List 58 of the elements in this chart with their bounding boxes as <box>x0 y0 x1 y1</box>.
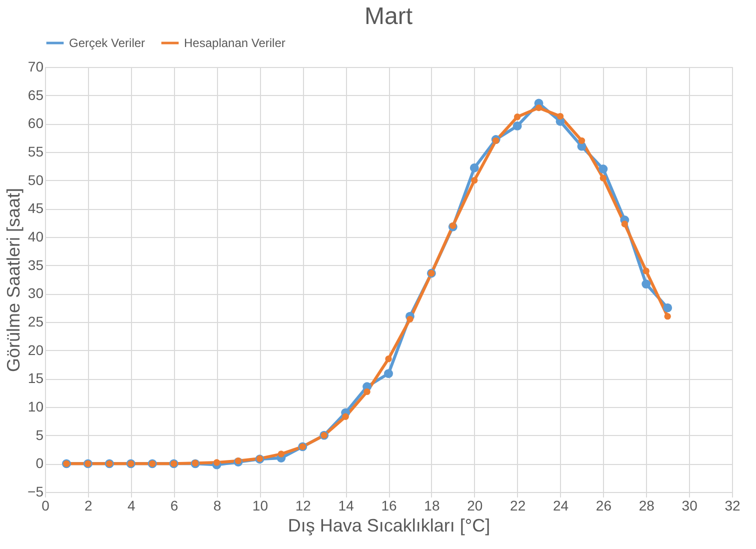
x-tick-label: 28 <box>638 498 655 514</box>
y-tick-label: 5 <box>36 426 44 443</box>
y-tick-label: 70 <box>28 58 44 74</box>
point <box>385 355 392 362</box>
y-axis-title: Görülme Saatleri [saat] <box>4 188 24 372</box>
point <box>514 114 521 120</box>
point <box>578 137 586 144</box>
y-tick-label: 40 <box>28 228 44 244</box>
point <box>406 316 414 323</box>
y-tick-label: 20 <box>28 342 44 358</box>
x-tick-label: 20 <box>467 498 483 514</box>
x-tick-label: 14 <box>338 498 354 514</box>
point <box>621 220 628 228</box>
x-tick-label: 4 <box>127 498 136 514</box>
x-tick-label: 8 <box>213 498 222 514</box>
x-tick-label: 32 <box>724 498 740 514</box>
point <box>213 459 220 466</box>
point <box>664 312 671 320</box>
y-tick-label: −5 <box>28 484 44 500</box>
x-tick-label: 10 <box>252 498 268 514</box>
x-tick-label: 22 <box>510 498 526 514</box>
y-tick-label: 50 <box>28 172 44 188</box>
x-tick-label: 6 <box>170 498 178 514</box>
y-tick-label: 45 <box>28 200 44 216</box>
x-tick-label: 12 <box>295 498 312 514</box>
point <box>471 176 478 184</box>
y-tick-label: 65 <box>28 86 44 103</box>
y-tick-label: 30 <box>28 285 44 302</box>
x-tick-label: 16 <box>381 498 397 514</box>
point <box>364 388 370 396</box>
point <box>642 280 651 288</box>
y-tick-label: 55 <box>28 144 44 160</box>
y-tick-label: 10 <box>28 398 44 414</box>
x-tick-label: 2 <box>84 498 93 514</box>
y-tick-label: 0 <box>36 455 44 472</box>
y-tick-label: 60 <box>28 115 44 132</box>
x-tick-label: 30 <box>682 498 698 514</box>
legend-label: Gerçek Veriler <box>69 36 146 50</box>
y-tick-label: 15 <box>28 370 44 386</box>
point <box>663 303 672 312</box>
point <box>556 112 564 120</box>
point <box>470 163 479 172</box>
x-tick-label: 18 <box>424 498 440 514</box>
legend-label: Hesaplanan Veriler <box>184 36 286 50</box>
x-tick-label: 26 <box>596 498 612 514</box>
y-tick-label: 35 <box>28 256 44 273</box>
point <box>512 121 522 130</box>
point <box>600 174 607 182</box>
x-tick-label: 24 <box>552 498 569 514</box>
point <box>598 164 608 174</box>
point <box>384 369 393 378</box>
point <box>535 104 542 112</box>
point <box>278 450 285 458</box>
chart-title: Mart <box>364 3 413 30</box>
point <box>342 413 349 420</box>
y-tick-label: 25 <box>28 314 44 330</box>
point <box>642 268 650 274</box>
x-axis-title: Dış Hava Sıcaklıkları [°C] <box>288 516 490 536</box>
